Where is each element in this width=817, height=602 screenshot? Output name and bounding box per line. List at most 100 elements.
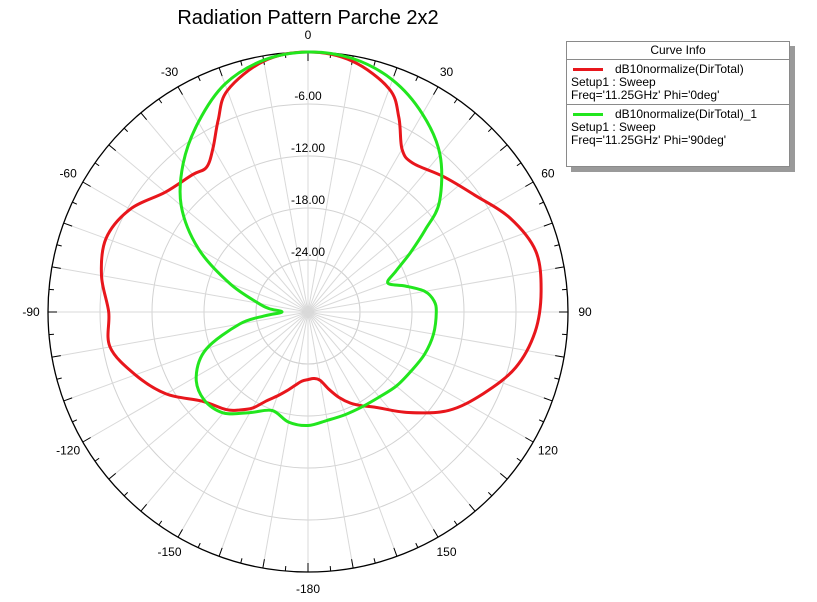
tick-mark <box>123 491 129 497</box>
grid-spoke <box>218 67 309 313</box>
theta-tick-label: 30 <box>440 65 454 79</box>
tick-mark <box>72 201 78 205</box>
tick-mark <box>433 529 439 538</box>
grid-spoke <box>307 112 476 313</box>
grid-spoke <box>307 311 398 557</box>
grid-spoke <box>140 311 309 512</box>
tick-mark <box>516 457 522 462</box>
grid-spoke <box>177 86 309 313</box>
tick-mark <box>51 355 61 358</box>
axis-labels: 0 30 60 90 120 150 -180 -150 -120 -90 -60 -30 -6.00 -… <box>22 28 592 596</box>
curve-info-legend[interactable]: Curve Info dB10normalize(DirTotal) Setup… <box>566 41 790 167</box>
tick-mark <box>218 547 223 557</box>
chart-title: Radiation Pattern Parche 2x2 <box>177 7 438 29</box>
r-tick-label: -24.00 <box>291 245 325 259</box>
grid-spoke <box>63 222 309 313</box>
tick-mark <box>516 162 522 167</box>
grid-spoke <box>307 266 565 313</box>
grid-spoke <box>108 144 309 313</box>
grid-spoke <box>307 311 565 358</box>
tick-mark <box>63 397 73 402</box>
tick-mark <box>82 437 91 443</box>
tick-mark <box>543 397 553 402</box>
tick-mark <box>140 112 148 121</box>
tick-mark <box>158 520 163 526</box>
theta-tick-label: 60 <box>541 167 555 181</box>
angular-ticks <box>48 52 568 572</box>
legend-title: Curve Info <box>567 42 789 60</box>
grid-spoke <box>177 311 309 538</box>
grid-spoke <box>307 86 439 313</box>
theta-tick-label: 90 <box>578 305 592 319</box>
grid-spoke <box>307 311 534 443</box>
tick-mark <box>543 222 553 227</box>
grid-spoke <box>108 311 309 480</box>
legend-entry-1[interactable]: dB10normalize(DirTotal) Setup1 : Sweep F… <box>567 60 789 104</box>
tick-mark <box>554 377 560 380</box>
tick-mark <box>525 181 534 187</box>
tick-mark <box>177 529 183 538</box>
grid-spoke <box>307 67 398 313</box>
theta-tick-label: -90 <box>22 305 40 319</box>
grid-spoke <box>51 266 309 313</box>
tick-mark <box>108 144 117 152</box>
grid-spoke <box>307 55 354 313</box>
tick-mark <box>453 98 458 104</box>
theta-tick-label: -180 <box>296 582 320 596</box>
series-curve-2 <box>178 50 444 428</box>
tick-mark <box>555 355 565 358</box>
r-tick-label: -6.00 <box>294 89 322 103</box>
tick-mark <box>554 244 560 247</box>
tick-mark <box>240 558 243 564</box>
grid-spoke <box>82 181 309 313</box>
grid-spoke <box>140 112 309 313</box>
r-tick-label: -18.00 <box>291 193 325 207</box>
grid-spoke <box>307 311 553 402</box>
tick-mark <box>373 558 376 564</box>
tick-mark <box>415 76 419 82</box>
tick-mark <box>82 181 91 187</box>
grid-spoke <box>51 311 309 358</box>
tick-mark <box>487 127 493 133</box>
grid-spoke <box>262 311 309 569</box>
tick-mark <box>94 162 100 167</box>
tick-mark <box>538 201 544 205</box>
tick-mark <box>468 503 476 512</box>
tick-mark <box>56 377 62 380</box>
tick-mark <box>538 419 544 423</box>
theta-tick-label: 120 <box>538 444 558 458</box>
tick-mark <box>468 112 476 121</box>
legend-series-name-1: dB10normalize(DirTotal) <box>615 62 744 76</box>
tick-mark <box>218 67 223 77</box>
series-curve-1 <box>99 50 543 415</box>
tick-mark <box>373 60 376 66</box>
legend-params-2: Freq='11.25GHz' Phi='90deg' <box>571 133 727 147</box>
tick-mark <box>197 542 201 548</box>
grid-spoke <box>307 311 439 538</box>
grid-spoke <box>63 311 309 402</box>
tick-mark <box>108 472 117 480</box>
tick-mark <box>140 503 148 512</box>
grid-spoke <box>307 144 508 313</box>
tick-mark <box>94 457 100 462</box>
tick-mark <box>123 127 129 133</box>
legend-entry-2[interactable]: dB10normalize(DirTotal)_1 Setup1 : Sweep… <box>567 104 789 149</box>
grid-spoke <box>307 311 354 569</box>
tick-mark <box>555 266 565 269</box>
legend-params-1: Freq='11.25GHz' Phi='0deg' <box>571 88 720 102</box>
theta-tick-label: -60 <box>59 167 77 181</box>
tick-mark <box>177 86 183 95</box>
tick-mark <box>63 222 73 227</box>
grid-spoke <box>307 311 508 480</box>
tick-mark <box>525 437 534 443</box>
tick-mark <box>415 542 419 548</box>
tick-mark <box>158 98 163 104</box>
r-tick-label: -12.00 <box>291 141 325 155</box>
series-curves <box>99 50 543 428</box>
tick-mark <box>453 520 458 526</box>
tick-mark <box>433 86 439 95</box>
tick-mark <box>197 76 201 82</box>
grid-spoke <box>262 55 309 313</box>
theta-tick-label: 0 <box>305 28 312 42</box>
